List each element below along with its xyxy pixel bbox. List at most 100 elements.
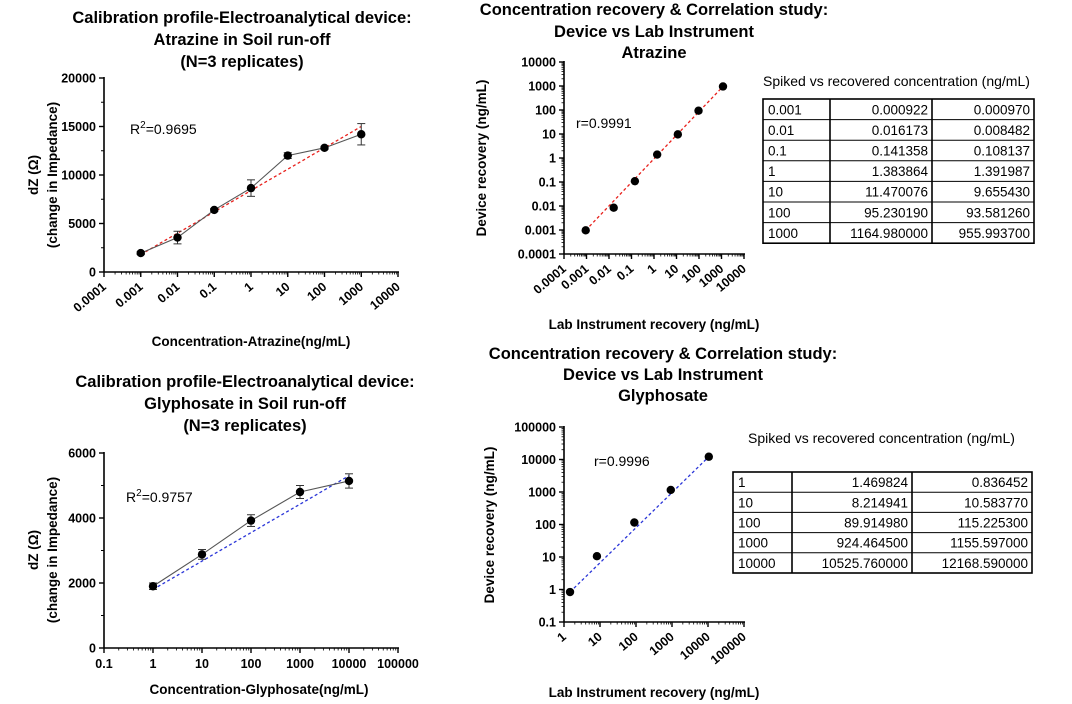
x-tick-label: 10 — [195, 657, 209, 671]
y-tick-label: 0.1 — [539, 616, 556, 630]
table-border — [762, 98, 1035, 244]
data-point — [694, 106, 703, 115]
correlation-annotation: R2=0.9757 — [126, 488, 193, 505]
annotation-value: =0.9695 — [146, 121, 197, 137]
table-atrazine: Spiked vs recovered concentration (ng/mL… — [762, 73, 1035, 244]
x-tick-label: 10000 — [367, 280, 403, 313]
table-cell: 100 — [768, 205, 791, 220]
annotation-base: r=0.9996 — [594, 453, 650, 469]
y-axis-label: dZ (Ω) — [26, 155, 41, 195]
table-cell: 1164.980000 — [850, 226, 928, 241]
chart-title-line: Device vs Lab Instrument — [563, 366, 763, 384]
x-tick-label: 0.1 — [614, 262, 636, 284]
chart-title-line: Device vs Lab Instrument — [554, 23, 754, 41]
y-axis-label: Device recovery (ng/mL) — [474, 80, 489, 237]
data-point — [136, 248, 145, 258]
chart-title-line: Concentration recovery & Correlation stu… — [489, 345, 837, 363]
table-cell: 1 — [738, 475, 746, 490]
y-axis-label: Device recovery (ng/mL) — [482, 447, 497, 604]
table-cell: 0.000970 — [974, 102, 1030, 117]
y-tick-label: 20000 — [61, 72, 96, 86]
table-cell: 0.001 — [768, 102, 802, 117]
x-tick-label: 100 — [616, 630, 641, 654]
table-cell: 1000 — [738, 536, 768, 551]
x-tick-label: 1000 — [286, 657, 314, 671]
data-point — [148, 582, 158, 591]
x-tick-label: 100000 — [708, 630, 749, 668]
x-tick-label: 100 — [241, 657, 262, 671]
x-tick-label: 10 — [273, 280, 293, 300]
x-tick-label: 0.1 — [95, 657, 112, 671]
table-cell: 1.391987 — [974, 164, 1030, 179]
x-tick-label: 0.1 — [197, 280, 219, 302]
y-tick-label: 10000 — [61, 169, 96, 183]
y-tick-label: 2000 — [68, 577, 96, 591]
x-tick-label: 10 — [662, 262, 682, 282]
table-cell: 10000 — [738, 556, 776, 571]
y-tick-label: 4000 — [68, 512, 96, 526]
data-point — [718, 82, 728, 91]
table-cell: 0.000922 — [872, 102, 928, 117]
data-point — [609, 203, 618, 212]
x-tick-label: 100000 — [377, 657, 419, 671]
chart-title-line: (N=3 replicates) — [180, 53, 303, 71]
y-tick-label: 1 — [549, 583, 556, 597]
data-point — [652, 150, 662, 159]
data-point — [592, 551, 602, 561]
data-point — [246, 516, 256, 525]
table-cell: 0.836452 — [972, 475, 1028, 490]
data-point — [197, 550, 207, 559]
x-tick-label: 10 — [585, 630, 605, 650]
data-point — [357, 130, 366, 139]
correlation-annotation: r=0.9991 — [576, 115, 632, 131]
y-tick-label: 10 — [542, 551, 556, 565]
table-glyphosate: Spiked vs recovered concentration (ng/mL… — [732, 430, 1033, 574]
table-cell: 11.470076 — [865, 185, 928, 200]
y-tick-label: 0.01 — [532, 200, 556, 214]
data-point — [704, 452, 714, 461]
chart-title-line: Concentration recovery & Correlation stu… — [480, 1, 828, 19]
y-tick-label: 0 — [89, 266, 96, 280]
y-axis-label: (change in Impedance) — [45, 102, 60, 248]
table-cell: 0.1 — [768, 144, 787, 159]
table-cell: 955.993700 — [959, 226, 1030, 241]
table-cell: 0.008482 — [974, 123, 1030, 138]
y-axis-label: (change in Impedance) — [45, 477, 60, 623]
y-tick-label: 0.0001 — [518, 248, 556, 262]
table-cell: 95.230190 — [864, 205, 928, 220]
annotation-base: r=0.9991 — [576, 115, 632, 131]
regression-fit-line — [569, 456, 710, 593]
x-tick-label: 0.001 — [113, 280, 146, 311]
table-cell: 1.469824 — [852, 475, 909, 490]
x-tick-label: 10000 — [332, 657, 367, 671]
annotation-superscript: 2 — [136, 488, 142, 499]
data-point — [666, 485, 675, 495]
annotation-base: R — [126, 489, 136, 505]
data-point — [673, 130, 683, 139]
data-point — [320, 143, 329, 153]
table-cell: 10 — [738, 495, 753, 510]
x-tick-label: 1 — [150, 657, 157, 671]
table-cell: 0.01 — [768, 123, 794, 138]
data-point — [581, 226, 590, 235]
x-tick-label: 1 — [645, 262, 659, 277]
y-tick-label: 5000 — [68, 217, 96, 231]
y-axis-label: dZ (Ω) — [26, 530, 41, 570]
table-cell: 0.016173 — [872, 123, 928, 138]
table-cell: 9.655430 — [974, 185, 1030, 200]
table-cell: 8.214941 — [852, 495, 908, 510]
y-tick-label: 0.001 — [525, 224, 556, 238]
x-tick-label: 1 — [555, 630, 569, 645]
x-axis-label: Concentration-Glyphosate(ng/mL) — [150, 682, 369, 697]
table-cell: 1.383864 — [872, 164, 929, 179]
annotation-superscript: 2 — [140, 120, 146, 131]
table-cell: 93.581260 — [966, 205, 1030, 220]
table-cell: 115.225300 — [958, 516, 1028, 531]
data-point — [295, 487, 305, 497]
y-tick-label: 1000 — [528, 80, 556, 94]
x-tick-label: 0.01 — [155, 280, 183, 306]
chart-title-line: Calibration profile-Electroanalytical de… — [72, 9, 411, 27]
correlation-annotation: r=0.9996 — [594, 453, 650, 469]
y-tick-label: 1 — [549, 152, 556, 166]
